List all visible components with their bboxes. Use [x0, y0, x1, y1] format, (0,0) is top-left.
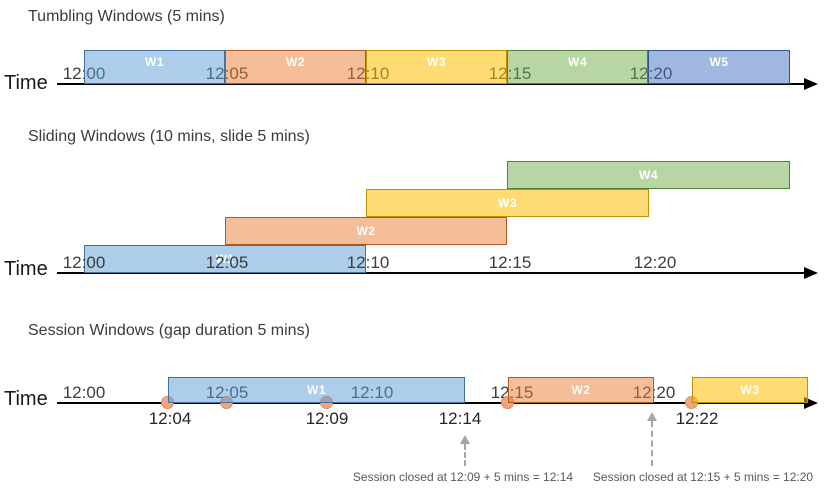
axis-arrowhead-icon [804, 78, 818, 90]
event-time-label: 12:22 [675, 409, 719, 428]
window-label: W2 [356, 224, 376, 238]
window-box-w1: W1 [84, 245, 366, 273]
axis-tick-label: 12:10 [346, 253, 390, 272]
axis-arrowhead-icon [804, 267, 818, 279]
time-axis-label: Time [4, 72, 48, 94]
time-axis [57, 402, 806, 404]
time-axis-label: Time [4, 388, 48, 410]
axis-tick-label: 12:20 [633, 253, 677, 272]
window-box-w2: W2 [508, 377, 654, 403]
callout-arrow-line [651, 421, 653, 466]
window-box-w4: W4 [507, 161, 790, 189]
window-box-w2: W2 [225, 217, 507, 245]
window-label: W3 [427, 55, 446, 69]
time-axis [57, 83, 806, 85]
axis-tick-label: 12:05 [205, 253, 249, 272]
window-box-w5: W5 [648, 50, 790, 84]
callout-arrow-line [464, 444, 466, 466]
callout-arrowhead-icon [647, 412, 657, 421]
window-label: W2 [286, 55, 305, 69]
window-label: W1 [307, 383, 326, 397]
event-time-label: 12:09 [305, 409, 349, 428]
window-box-w3: W3 [366, 50, 507, 84]
section-title: Sliding Windows (10 mins, slide 5 mins) [28, 128, 310, 145]
callout-arrowhead-icon [460, 435, 470, 444]
session-closed-annotation: Session closed at 12:09 + 5 mins = 12:14 [352, 470, 574, 484]
session-closed-annotation: Session closed at 12:15 + 5 mins = 12:20 [592, 470, 814, 484]
window-label: W4 [568, 55, 587, 69]
time-axis [57, 272, 806, 274]
axis-tick-label: 12:00 [62, 383, 106, 402]
axis-tick-label: 12:00 [62, 253, 106, 272]
window-label: W1 [145, 55, 164, 69]
window-box-w1: W1 [168, 377, 465, 403]
window-box-w3: W3 [692, 377, 808, 403]
window-label: W5 [709, 55, 729, 69]
time-axis-label: Time [4, 258, 48, 280]
window-box-w3: W3 [366, 189, 649, 217]
window-label: W1 [215, 252, 235, 266]
section-title: Tumbling Windows (5 mins) [28, 8, 225, 25]
section-title: Session Windows (gap duration 5 mins) [28, 322, 310, 339]
window-label: W2 [571, 383, 591, 397]
window-label: W3 [498, 196, 517, 210]
axis-tick-label: 12:15 [488, 253, 532, 272]
window-box-w4: W4 [507, 50, 648, 84]
window-label: W3 [740, 383, 760, 397]
event-time-label: 12:14 [438, 409, 482, 428]
window-box-w1: W1 [84, 50, 225, 84]
event-time-label: 12:04 [148, 409, 192, 428]
window-box-w2: W2 [225, 50, 366, 84]
window-label: W4 [639, 168, 658, 182]
